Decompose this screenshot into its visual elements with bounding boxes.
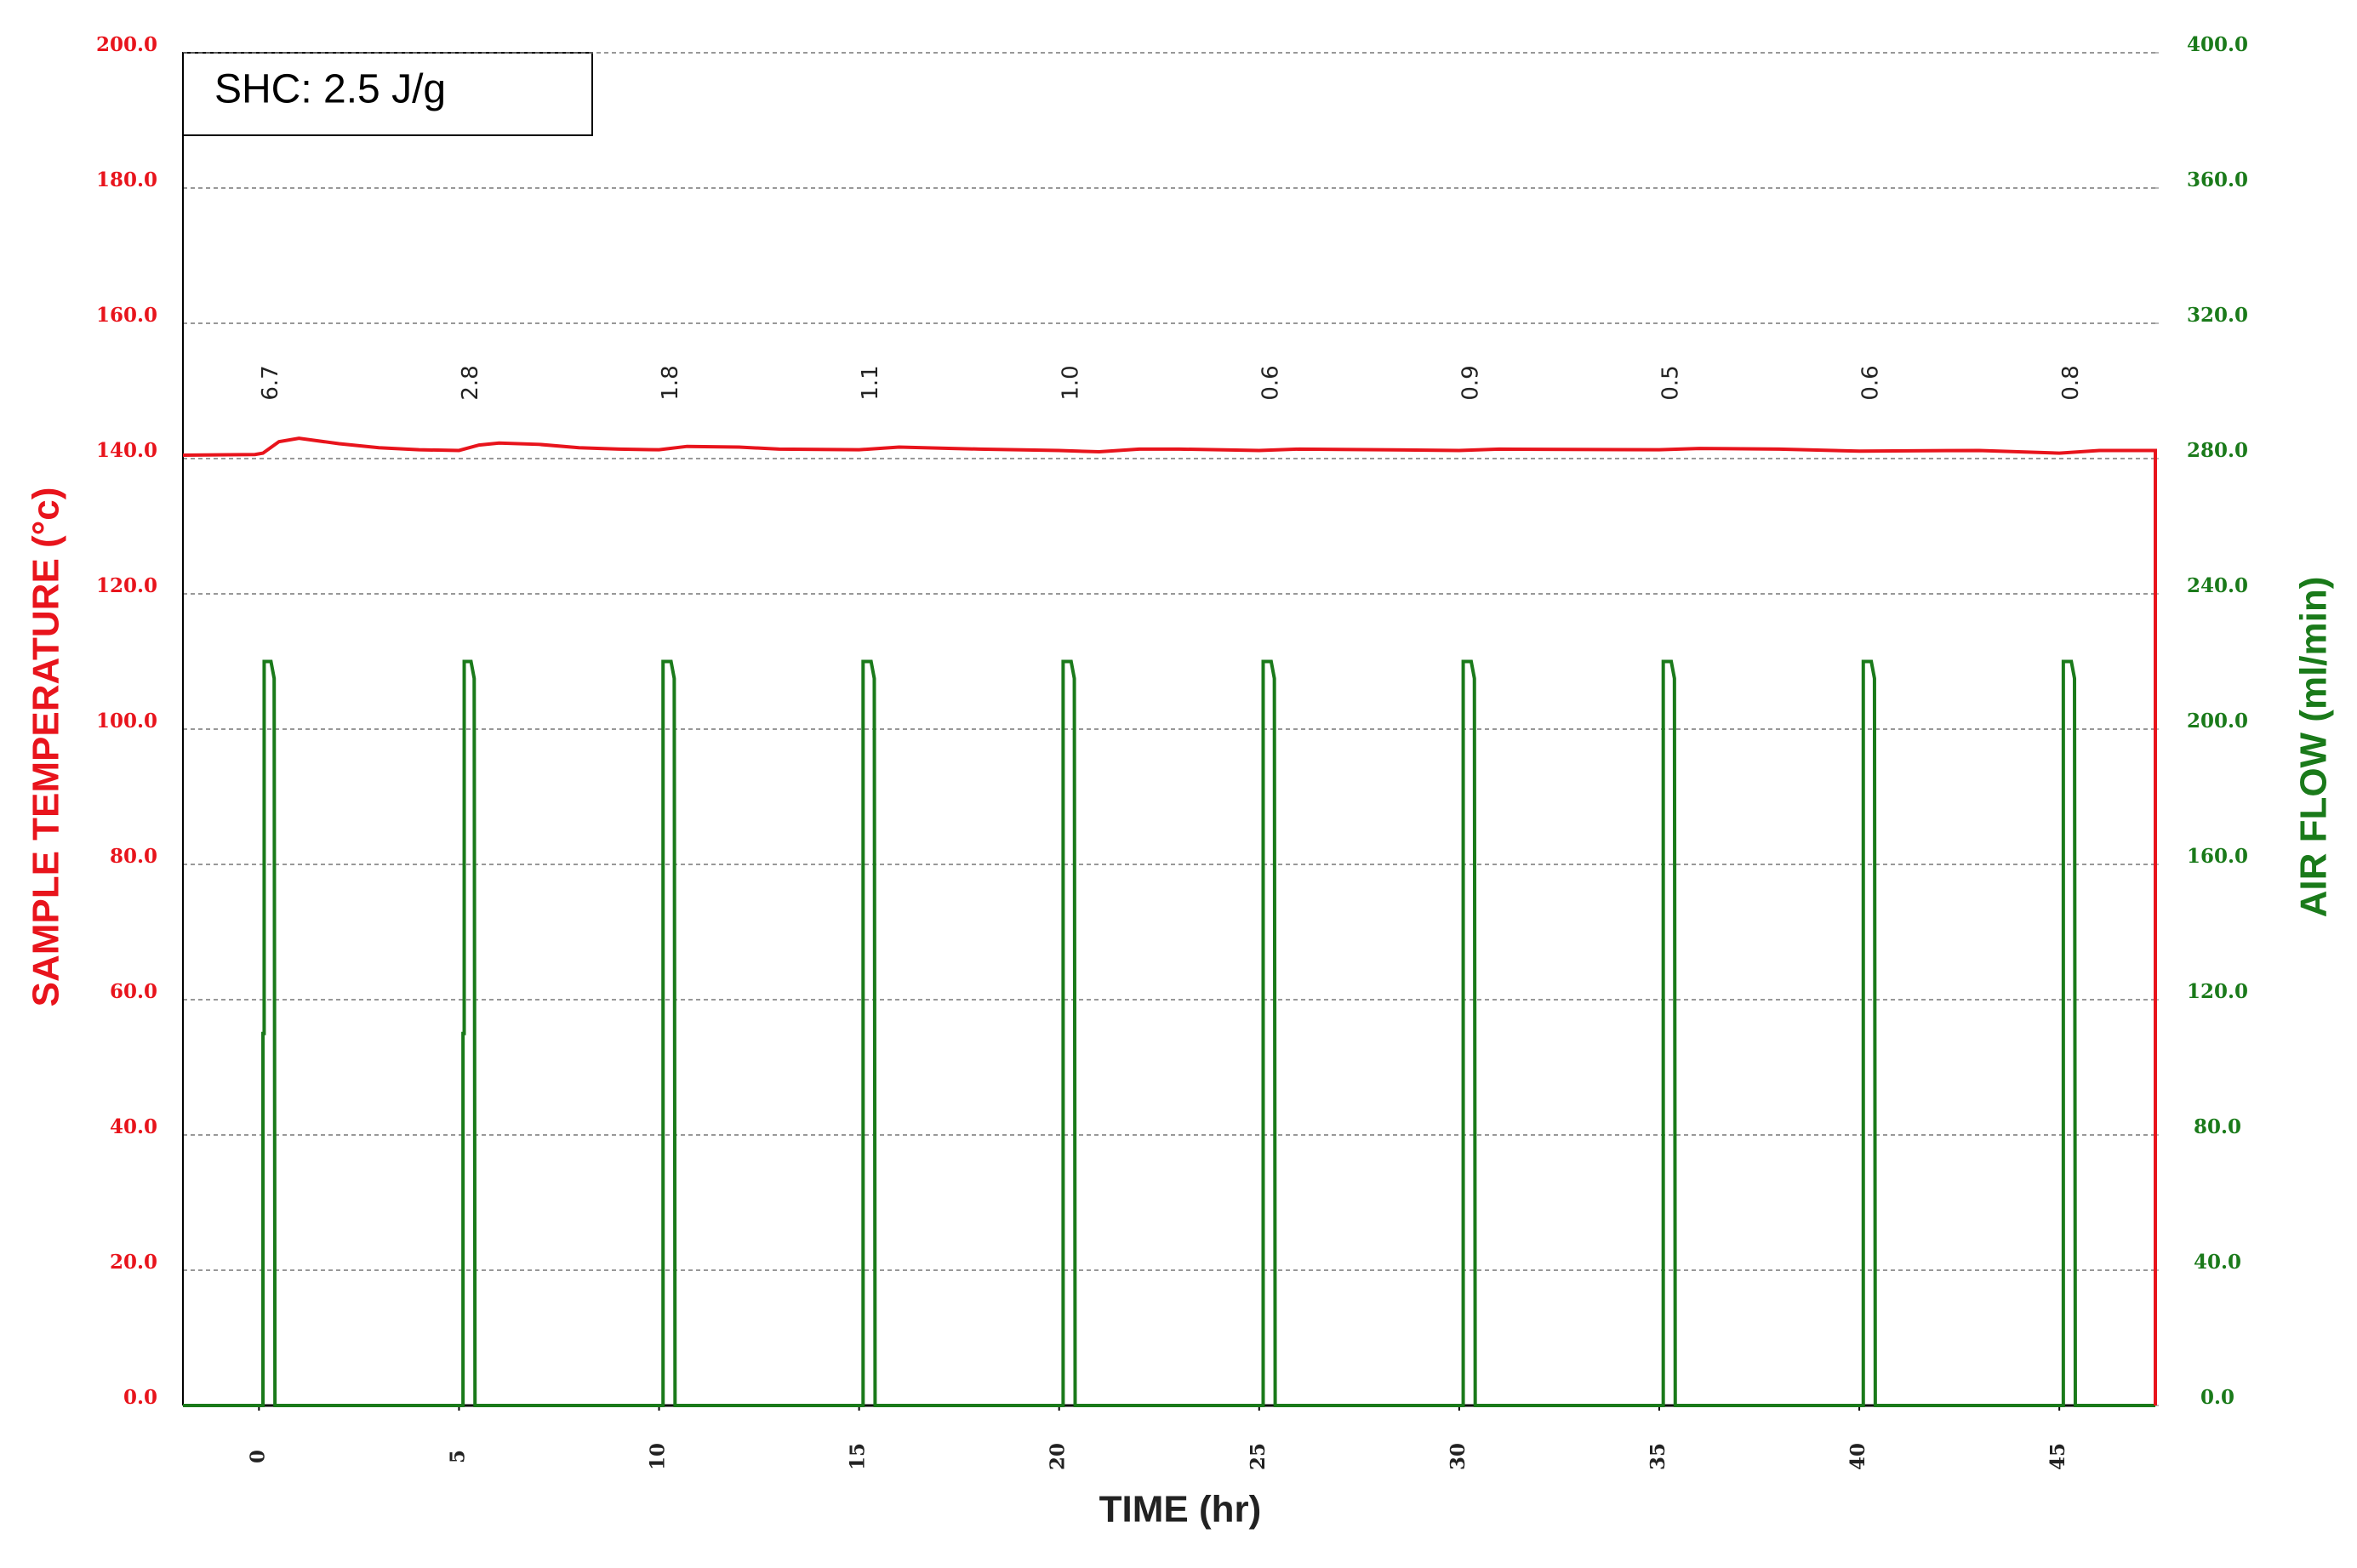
y2-tick-label: 280.0 [2187, 439, 2248, 462]
y-tick-label: 180.0 [96, 168, 157, 191]
y-tick-label: 0.0 [123, 1386, 157, 1409]
x-tick-label: 30 [1447, 1443, 1470, 1470]
y2-tick-label: 40.0 [2194, 1251, 2241, 1274]
y-tick-label: 200.0 [96, 33, 157, 56]
y2-axis-title: AIR FLOW (ml/min) [2293, 577, 2335, 918]
peak-label: 0.5 [1658, 365, 1684, 400]
y2-tick-label: 80.0 [2194, 1115, 2241, 1138]
y2-tick-label: 120.0 [2187, 980, 2248, 1003]
x-tick-label: 40 [1846, 1443, 1869, 1470]
y-tick-label: 160.0 [96, 304, 157, 327]
y-tick-label: 20.0 [110, 1251, 157, 1274]
y-axis-title: SAMPLE TEMPERATURE (°c) [26, 488, 67, 1007]
y-tick-label: 100.0 [96, 710, 157, 733]
y2-tick-label: 240.0 [2187, 574, 2248, 597]
y2-tick-label: 360.0 [2187, 168, 2248, 191]
y2-tick-label: 160.0 [2187, 845, 2248, 868]
x-tick-label: 10 [647, 1443, 670, 1470]
x-tick-label: 20 [1047, 1443, 1070, 1470]
peak-label: 6.7 [258, 365, 283, 400]
y2-tick-label: 320.0 [2187, 304, 2248, 327]
y-tick-label: 60.0 [110, 980, 157, 1003]
y2-tick-label: 0.0 [2200, 1386, 2234, 1409]
y-tick-label: 40.0 [110, 1115, 157, 1138]
x-tick-label: 35 [1646, 1443, 1669, 1470]
series-line [183, 659, 2155, 1407]
peak-label: 1.1 [858, 365, 883, 400]
x-tick-label: 0 [246, 1450, 269, 1463]
series-line [182, 436, 2157, 1405]
y-tick-label: 120.0 [96, 574, 157, 597]
peak-label: 2.8 [458, 365, 483, 400]
peak-label: 0.8 [2058, 365, 2084, 400]
annotation-box-frame [182, 52, 593, 136]
y-tick-label: 80.0 [110, 845, 157, 868]
x-tick-label: 15 [847, 1443, 870, 1470]
peak-label: 0.6 [1858, 365, 1884, 400]
peak-label: 0.6 [1258, 365, 1283, 400]
y2-tick-label: 400.0 [2187, 33, 2248, 56]
peak-label: 0.9 [1458, 365, 1483, 400]
x-tick-label: 25 [1247, 1443, 1270, 1470]
peak-label: 1.8 [658, 365, 683, 400]
x-axis-title: TIME (hr) [1099, 1489, 1262, 1531]
peak-label: 1.0 [1058, 365, 1083, 400]
y2-tick-label: 200.0 [2187, 710, 2248, 733]
x-tick-label: 5 [446, 1450, 469, 1463]
y-tick-label: 140.0 [96, 439, 157, 462]
x-tick-label: 45 [2046, 1443, 2069, 1470]
annotation-box: SHC: 2.5 J/g [214, 67, 446, 112]
